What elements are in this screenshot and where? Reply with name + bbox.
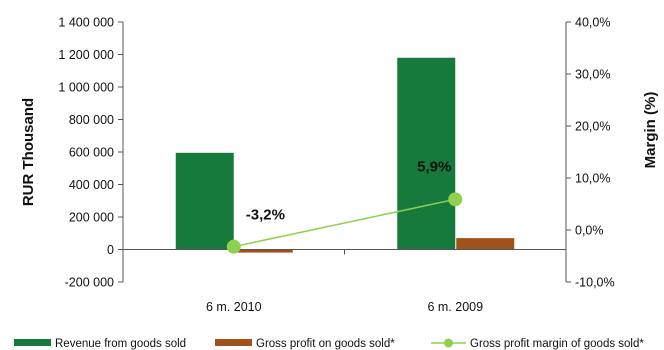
legend-swatch-revenue [14, 339, 51, 346]
y-tick-label-left: 600 000 [69, 146, 114, 160]
y-tick-label-left: 1 200 000 [58, 48, 114, 62]
y-tick-label-right: 20,0% [575, 120, 610, 134]
data-label: -3,2% [246, 207, 285, 224]
bar-gross-profit [456, 238, 515, 250]
y-tick-label-left: 0 [107, 243, 114, 257]
legend-label: Gross profit margin of goods sold* [470, 338, 644, 350]
x-tick-label: 6 m. 2010 [206, 300, 262, 314]
margin-point [448, 192, 463, 207]
bar-revenue [175, 152, 234, 250]
bar-gross-profit [234, 249, 293, 253]
legend-swatch-gross-profit [215, 339, 252, 346]
y-tick-label-left: 1 000 000 [58, 81, 114, 95]
legend-swatch-margin-marker [444, 338, 453, 348]
x-tick-label: 6 m. 2009 [427, 300, 483, 314]
y-tick-label-left: -200 000 [65, 276, 114, 290]
bar-revenue [397, 57, 456, 250]
margin-line [233, 198, 456, 248]
legend-label: Gross profit on goods sold* [256, 338, 395, 350]
data-label: 5,9% [417, 158, 451, 175]
y-tick-label-right: 40,0% [575, 16, 610, 30]
y-tick-label-right: -10,0% [575, 276, 615, 290]
y-tick-label-left: 200 000 [69, 211, 114, 225]
y-tick-label-right: 10,0% [575, 172, 610, 186]
y-axis-title-right: Margin (%) [642, 92, 659, 169]
y-tick-label-right: 0,0% [575, 224, 604, 238]
y-tick-label-left: 800 000 [69, 113, 114, 127]
y-tick-label-left: 1 400 000 [58, 16, 114, 30]
margin-point [226, 239, 241, 254]
legend-label: Revenue from goods sold [55, 338, 186, 350]
y-tick-label-right: 30,0% [575, 68, 610, 82]
y-axis-title-left: RUR Thousand [20, 98, 37, 206]
y-tick-label-left: 400 000 [69, 178, 114, 192]
